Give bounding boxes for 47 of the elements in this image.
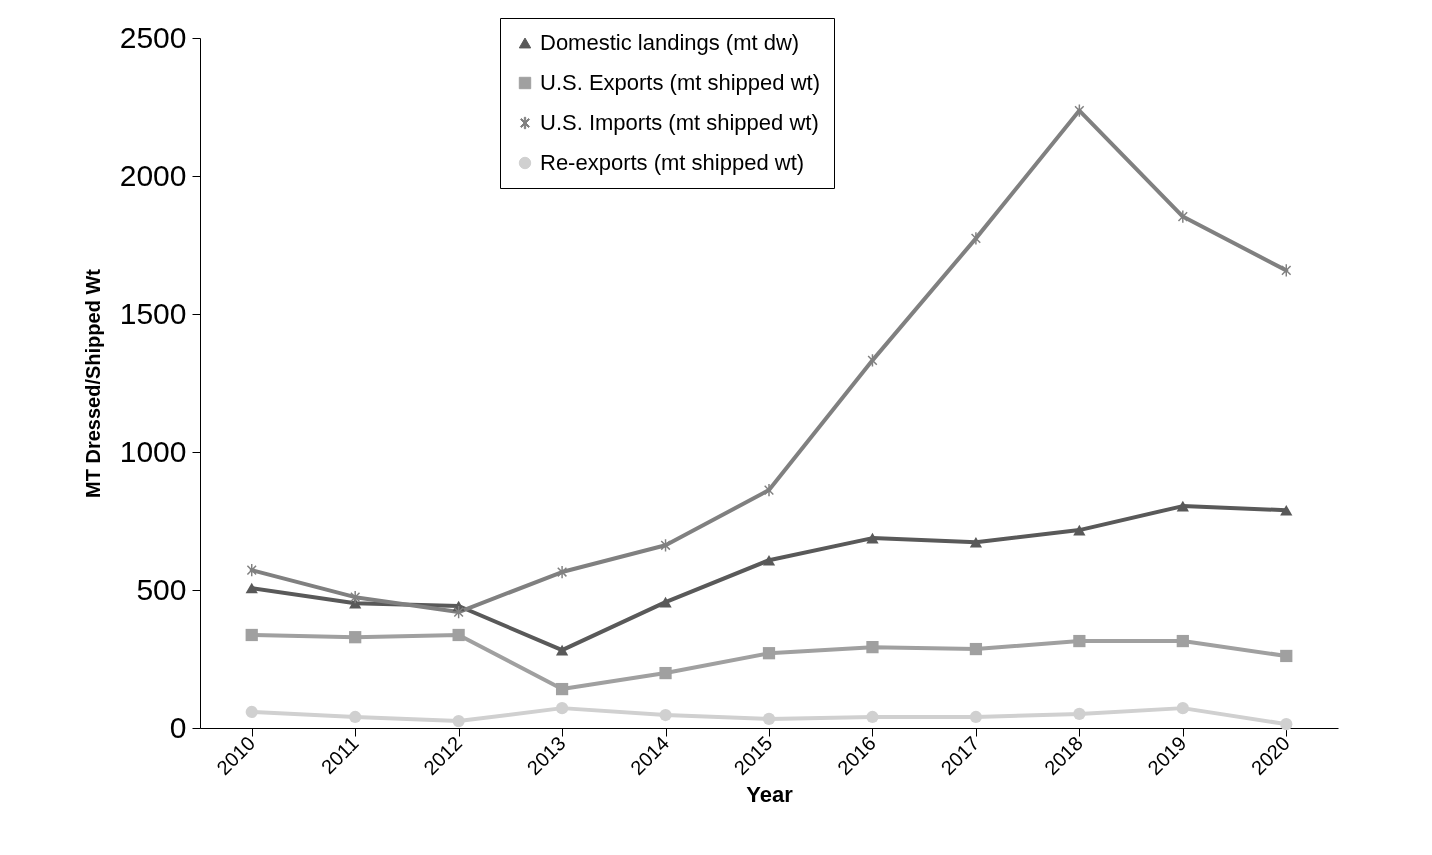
- point: [245, 705, 258, 719]
- point: [557, 565, 567, 579]
- point: [1176, 500, 1189, 512]
- point: [659, 708, 672, 722]
- point: [1280, 504, 1293, 516]
- point: [971, 232, 981, 245]
- y-tick-label: 2500: [119, 20, 187, 54]
- y-tick-label: 1000: [119, 434, 187, 468]
- point: [1177, 210, 1188, 223]
- point: [452, 714, 465, 728]
- point: [762, 554, 776, 566]
- y-tick-label: 2000: [119, 158, 187, 192]
- point: [452, 628, 465, 642]
- point: [762, 712, 776, 725]
- point: [866, 532, 879, 544]
- point: [349, 631, 362, 644]
- point: [1073, 634, 1086, 648]
- point: [1280, 718, 1293, 731]
- point: [1176, 634, 1189, 648]
- point: [764, 483, 774, 497]
- point: [555, 702, 569, 715]
- legend-label: Domestic landings (mt dw): [540, 30, 800, 55]
- legend-label: U.S. Imports (mt shipped wt): [540, 110, 819, 135]
- y-axis-title: MT Dressed/Shipped Wt: [81, 268, 104, 498]
- point: [1280, 649, 1293, 663]
- point: [1073, 524, 1086, 536]
- y-tick-label: 0: [169, 710, 187, 744]
- point: [350, 591, 361, 604]
- point: [969, 710, 983, 724]
- point: [866, 710, 879, 724]
- point: [659, 596, 672, 608]
- point: [245, 628, 258, 642]
- point: [969, 536, 983, 548]
- point: [866, 641, 879, 654]
- legend-label: U.S. Exports (mt shipped wt): [540, 70, 820, 95]
- point: [1073, 707, 1086, 721]
- point: [659, 666, 672, 680]
- point: [1176, 702, 1189, 715]
- point: [762, 647, 776, 660]
- point: [349, 710, 362, 724]
- legend-label: Re-exports (mt shipped wt): [540, 150, 805, 175]
- point: [245, 582, 258, 594]
- x-axis-title: Year: [746, 782, 794, 808]
- y-tick-label: 500: [136, 572, 187, 606]
- point: [555, 682, 569, 696]
- point: [969, 642, 983, 656]
- y-tick-label: 1500: [119, 296, 187, 330]
